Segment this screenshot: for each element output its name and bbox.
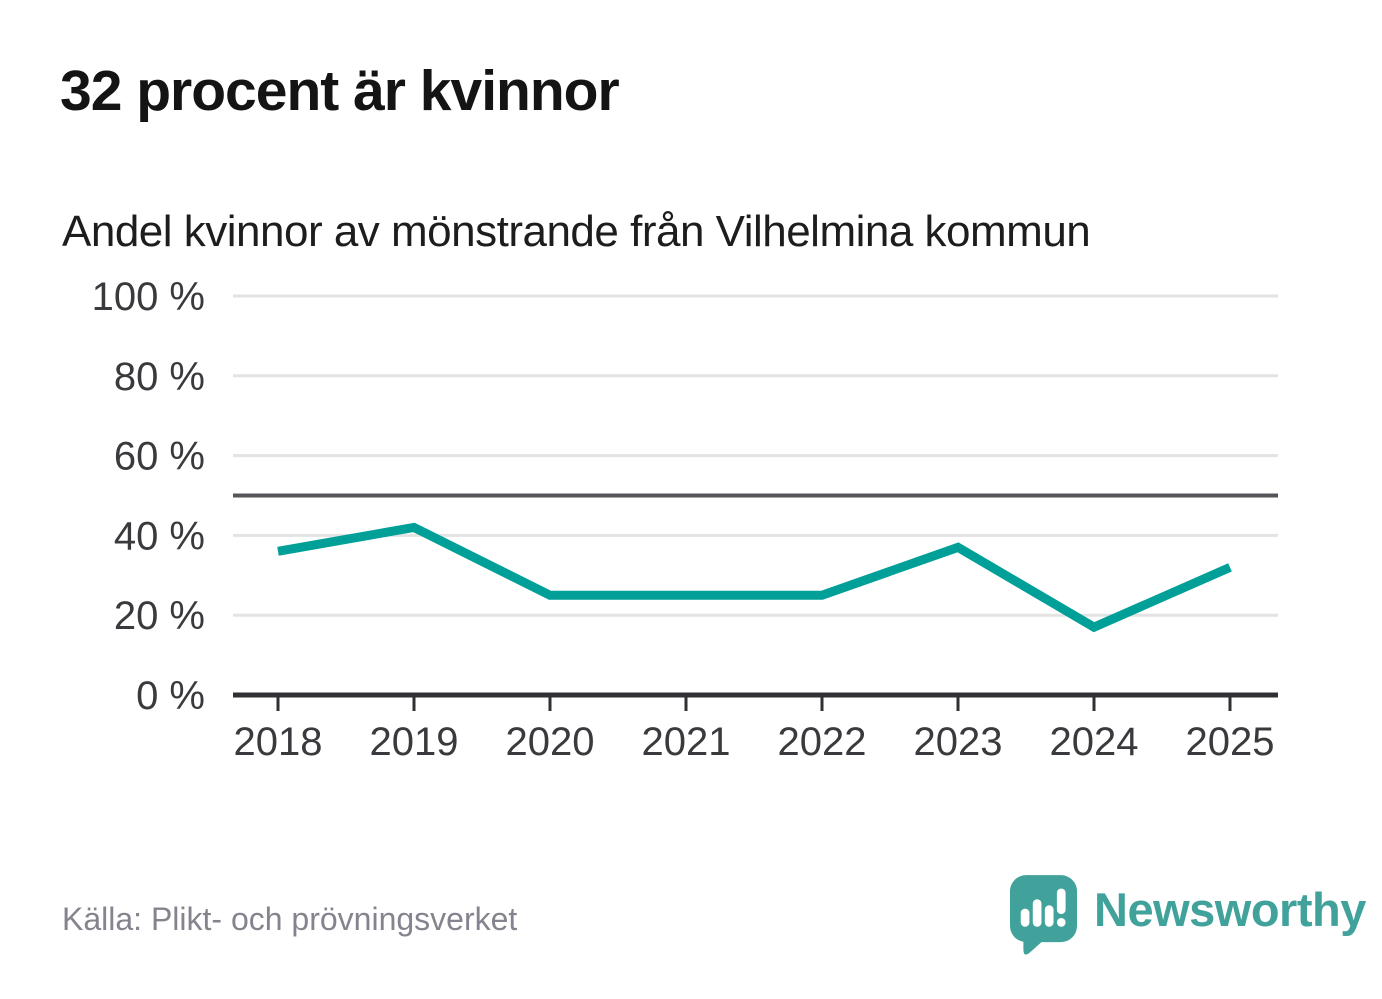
source-note: Källa: Plikt- och prövningsverket bbox=[62, 901, 518, 937]
x-axis-label: 2024 bbox=[1050, 720, 1139, 764]
x-axis-label: 2022 bbox=[778, 720, 867, 764]
x-axis-label: 2020 bbox=[506, 720, 595, 764]
newsworthy-logo: Newsworthy bbox=[1010, 874, 1366, 958]
y-axis-label: 20 % bbox=[114, 594, 205, 638]
chart-subtitle: Andel kvinnor av mönstrande från Vilhelm… bbox=[62, 207, 1091, 256]
data-line bbox=[277, 522, 1232, 633]
y-axis-label: 100 % bbox=[92, 275, 205, 319]
x-axis-label: 2019 bbox=[370, 720, 459, 764]
y-axis-label: 40 % bbox=[114, 514, 205, 558]
y-axis-label: 80 % bbox=[114, 355, 205, 399]
y-axis-label: 0 % bbox=[136, 674, 205, 718]
x-axis-label: 2025 bbox=[1186, 720, 1275, 764]
x-axis-label: 2023 bbox=[914, 720, 1003, 764]
chart-title: 32 procent är kvinnor bbox=[60, 59, 620, 123]
newsworthy-wordmark: Newsworthy bbox=[1094, 882, 1366, 936]
x-axis-label: 2021 bbox=[642, 720, 731, 764]
y-axis-label: 60 % bbox=[114, 435, 205, 479]
newsworthy-logo-icon bbox=[1010, 875, 1077, 955]
x-axis-label: 2018 bbox=[234, 720, 323, 764]
